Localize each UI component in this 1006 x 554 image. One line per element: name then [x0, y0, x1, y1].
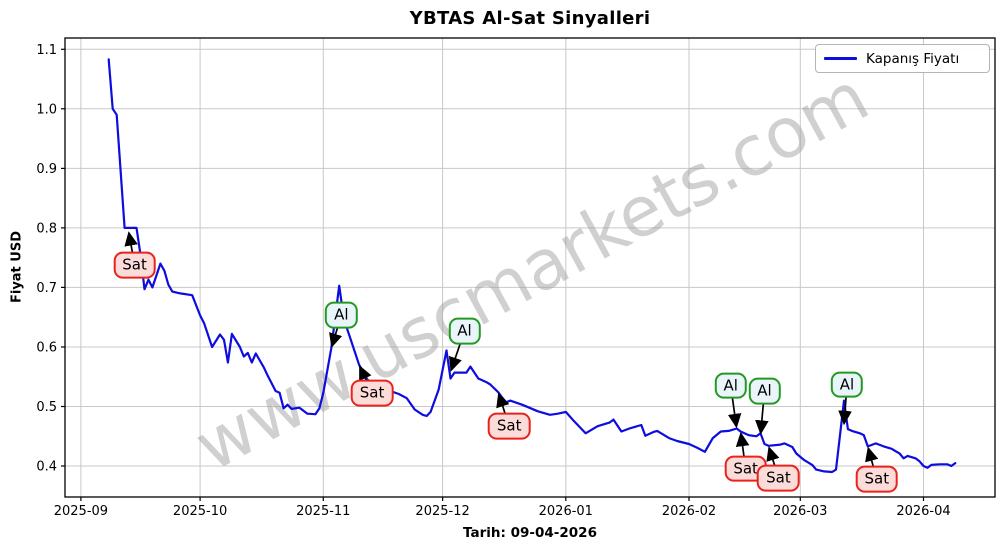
sell-signal-badge: Sat — [350, 379, 394, 407]
y-tick-label: 0.6 — [36, 341, 57, 356]
legend-line-sample — [824, 57, 857, 60]
buy-signal-badge: Al — [448, 317, 481, 345]
axis-tick-labels: 2025-09 2025-10 2025-11 2025-12 2026-01 2026-… — [36, 43, 950, 519]
sell-signal-badge: Sat — [757, 464, 800, 492]
x-axis-label: Tarih: 09-04-2026 — [463, 525, 597, 541]
x-tick-label: 2026-04 — [896, 504, 950, 519]
buy-signal-badge: Al — [714, 372, 747, 399]
buy-signal-badge: Al — [748, 377, 781, 405]
x-tick-label: 2026-02 — [662, 504, 716, 519]
x-tick-label: 2025-12 — [415, 504, 469, 519]
sell-signal-badge: Sat — [113, 251, 156, 279]
buy-signal-badge: Al — [830, 371, 864, 398]
x-tick-label: 2025-09 — [54, 504, 108, 519]
y-tick-label: 0.5 — [36, 400, 57, 415]
sell-signal-badge: Sat — [855, 466, 899, 493]
legend: Kapanış Fiyatı — [815, 44, 990, 73]
buy-signal-badge: Al — [325, 301, 358, 329]
legend-series-label: Kapanış Fiyatı — [866, 50, 960, 67]
sell-signal-badge: Sat — [487, 412, 531, 440]
y-tick-label: 1.1 — [36, 43, 57, 58]
plot-border — [64, 37, 996, 498]
page-title: YBTAS Al-Sat Sinyalleri — [409, 8, 651, 29]
y-tick-label: 0.8 — [36, 221, 57, 236]
y-tick-label: 0.9 — [36, 162, 57, 177]
x-tick-label: 2025-10 — [173, 504, 227, 519]
axis-ticks — [61, 48, 925, 501]
y-tick-label: 1.0 — [36, 102, 57, 117]
x-tick-label: 2026-03 — [773, 504, 827, 519]
y-axis-label: Fiyat USD — [9, 230, 25, 304]
watermark-text: www.uscmarkets.com — [182, 57, 881, 488]
gridlines — [65, 38, 995, 497]
x-tick-label: 2025-11 — [296, 504, 350, 519]
y-tick-label: 0.4 — [36, 460, 57, 475]
y-tick-label: 0.7 — [36, 281, 57, 296]
x-tick-label: 2026-01 — [539, 504, 593, 519]
